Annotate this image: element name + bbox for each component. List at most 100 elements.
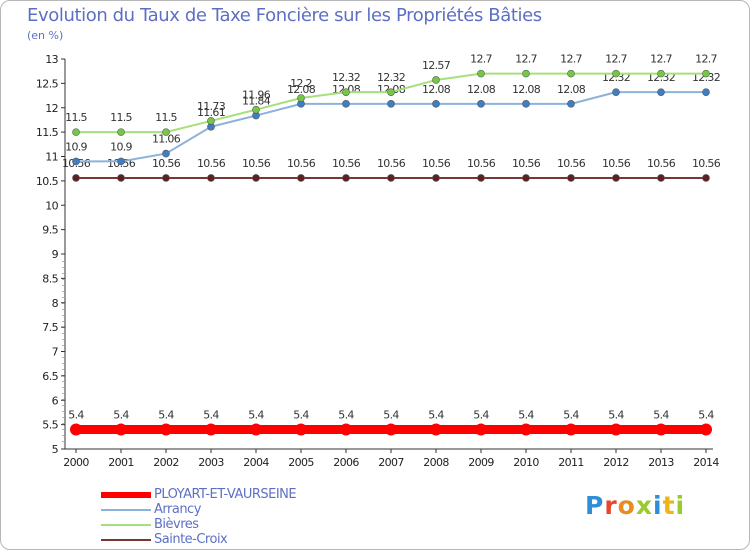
data-label: 10.56 — [422, 157, 451, 170]
x-tick-label: 2005 — [288, 456, 314, 469]
data-point — [387, 100, 395, 108]
y-tick-label: 5.5 — [42, 419, 58, 432]
data-label: 11.5 — [110, 111, 132, 124]
data-label: 12.32 — [377, 71, 405, 84]
chart-unit-label: (en %) — [27, 29, 64, 42]
data-point — [657, 69, 665, 78]
data-label: 12.08 — [557, 83, 586, 96]
data-label: 12.2 — [290, 77, 312, 90]
data-label: 10.56 — [692, 157, 721, 170]
data-point — [700, 423, 712, 436]
data-label: 10.9 — [110, 140, 132, 153]
data-point — [612, 88, 620, 96]
logo-letter: i — [675, 491, 686, 520]
y-tick-label: 9 — [52, 248, 59, 261]
data-point — [432, 100, 440, 108]
data-label: 11.5 — [155, 111, 177, 124]
y-tick-label: 13 — [45, 53, 58, 66]
data-label: 12.7 — [650, 53, 672, 66]
y-tick-label: 12 — [45, 102, 58, 115]
y-tick-label: 9.5 — [42, 224, 58, 237]
y-tick-label: 7 — [52, 346, 59, 359]
data-point — [657, 88, 665, 96]
y-tick-label: 8 — [52, 297, 59, 310]
legend-label: Bièvres — [154, 517, 199, 532]
data-label: 11.06 — [152, 133, 181, 146]
data-point — [475, 423, 487, 436]
data-point — [477, 174, 485, 182]
data-label: 5.4 — [293, 409, 309, 422]
legend-label: Sainte-Croix — [154, 532, 228, 547]
data-point — [657, 174, 665, 182]
data-point — [702, 88, 710, 96]
data-point — [72, 174, 80, 182]
x-tick-label: 2011 — [558, 456, 584, 469]
data-label: 10.56 — [602, 157, 631, 170]
legend-swatch — [101, 492, 151, 498]
data-point — [387, 88, 395, 96]
x-tick-label: 2004 — [243, 456, 269, 469]
data-label: 5.4 — [68, 409, 84, 422]
data-point — [477, 69, 485, 78]
data-label: 10.56 — [467, 157, 496, 170]
chart-axes: 5 5.5 6 6.5 7 7.5 8 8.5 9 9.5 10 10.5 11 11.5 12 12.5 13… — [36, 53, 720, 469]
data-point — [117, 157, 125, 166]
x-tick-label: 2014 — [693, 456, 719, 469]
data-point — [385, 423, 397, 436]
data-label: 11.96 — [242, 89, 271, 102]
y-tick-label: 11.5 — [36, 126, 59, 139]
data-point — [252, 105, 260, 114]
data-point — [655, 423, 667, 436]
data-point — [72, 128, 80, 136]
series-ployart-et-vaurseine: 5.4 5.4 5.4 5.4 5.4 5.4 5.4 5.4 5.4 5.4 5.4 5.4 5.4 5… — [68, 409, 715, 436]
data-label: 10.56 — [242, 157, 271, 170]
x-tick-label: 2002 — [153, 456, 179, 469]
data-label: 5.4 — [473, 409, 489, 422]
x-tick-label: 2000 — [63, 456, 89, 469]
data-label: 5.4 — [563, 409, 579, 422]
data-point — [477, 100, 485, 108]
data-point — [297, 94, 305, 102]
x-tick-label: 2013 — [648, 456, 674, 469]
data-point — [207, 174, 215, 182]
y-tick-label: 10 — [45, 199, 58, 212]
data-point — [297, 174, 305, 182]
data-point — [205, 423, 217, 436]
legend-swatch — [101, 539, 151, 541]
data-point — [610, 423, 622, 436]
chart-title: Evolution du Taux de Taxe Foncière sur l… — [27, 5, 542, 26]
data-point — [567, 69, 575, 78]
data-point — [115, 423, 127, 436]
data-point — [342, 100, 350, 108]
data-point — [522, 174, 530, 182]
legend-swatch — [101, 524, 151, 526]
data-label: 12.08 — [512, 83, 541, 96]
data-point — [295, 423, 307, 436]
data-label: 12.57 — [422, 59, 451, 72]
data-label: 11.84 — [242, 95, 271, 108]
data-label: 5.4 — [203, 409, 219, 422]
data-label: 5.4 — [653, 409, 669, 422]
data-point — [207, 117, 215, 125]
data-point — [612, 174, 620, 182]
logo-letter: i — [653, 491, 663, 520]
data-label: 12.08 — [467, 83, 496, 96]
y-tick-label: 6 — [52, 394, 59, 407]
logo-letter: t — [662, 491, 676, 520]
data-label: 10.56 — [557, 157, 586, 170]
logo-letter: x — [635, 491, 653, 520]
data-point — [567, 174, 575, 182]
data-point — [117, 128, 125, 136]
data-point — [702, 174, 710, 182]
data-point — [387, 174, 395, 182]
y-tick-label: 6.5 — [42, 370, 58, 383]
x-tick-label: 2008 — [423, 456, 449, 469]
chart-series: 10.56 10.56 10.56 10.56 10.56 10.56 10.56 10.56… — [62, 53, 721, 436]
data-point — [612, 69, 620, 78]
x-tick-label: 2012 — [603, 456, 629, 469]
y-tick-label: 5 — [52, 443, 59, 456]
x-tick-label: 2007 — [378, 456, 404, 469]
data-point — [567, 100, 575, 108]
